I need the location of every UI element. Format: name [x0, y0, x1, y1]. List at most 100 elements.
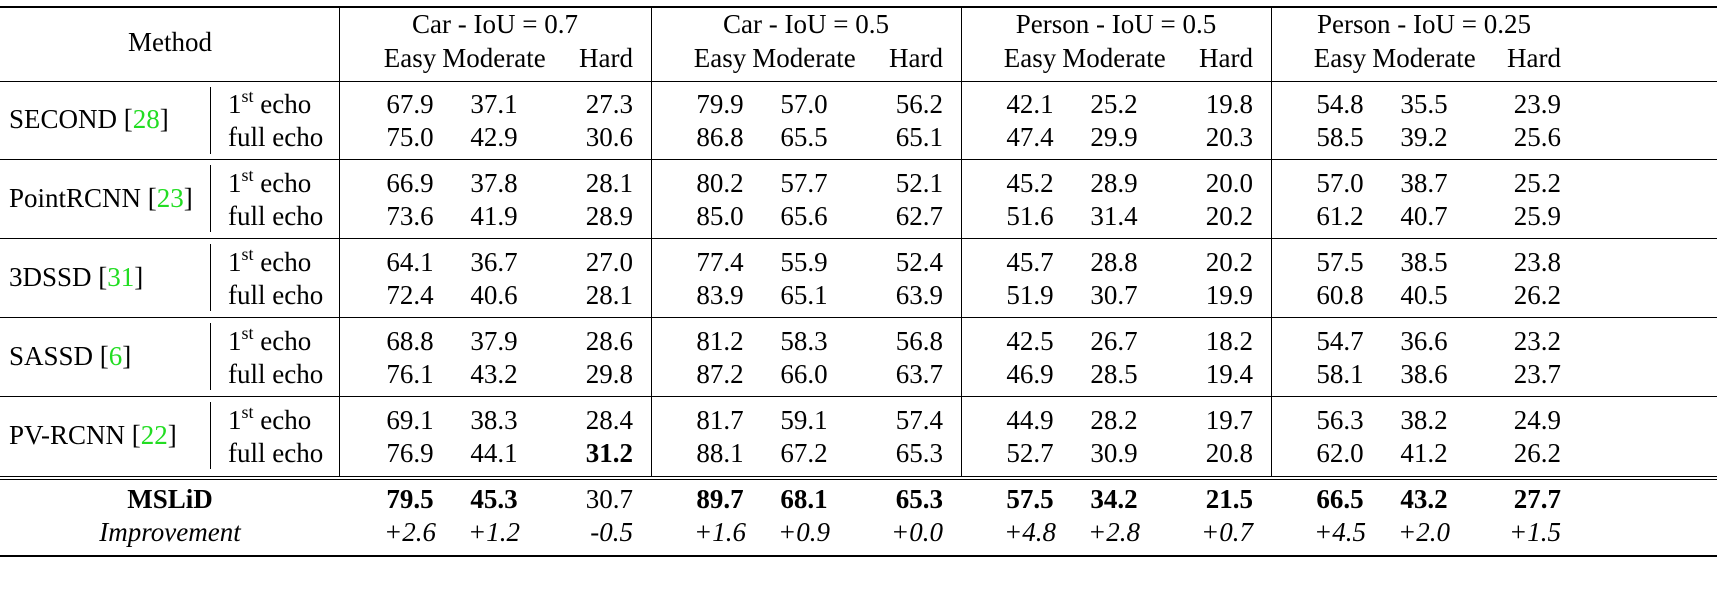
mslid-cell: 30.7: [585, 484, 633, 514]
table-cell: 72.4: [386, 280, 434, 310]
improvement-cell: +1.2: [468, 517, 520, 547]
table-cell: 26.2: [1513, 280, 1561, 310]
table-cell: 83.9: [696, 280, 744, 310]
difficulty-header: Easy: [693, 43, 747, 73]
table-cell: 76.9: [386, 438, 434, 468]
table-cell: 56.8: [895, 326, 943, 356]
table-cell: 40.5: [1400, 280, 1448, 310]
table-cell: 58.5: [1316, 122, 1364, 152]
table-cell: 58.3: [780, 326, 828, 356]
table-cell: 42.1: [1006, 89, 1054, 119]
table-cell: 55.9: [780, 247, 828, 277]
table-cell: 76.1: [386, 359, 434, 389]
group-header-person-025: Person - IoU = 0.25: [1317, 9, 1531, 39]
table-cell: 60.8: [1316, 280, 1364, 310]
difficulty-header: Moderate: [1062, 43, 1166, 73]
mslid-cell: 68.1: [780, 484, 828, 514]
citation-link[interactable]: 22: [140, 420, 168, 450]
first-echo-number: 1: [228, 405, 242, 435]
full-echo-label: full echo: [228, 438, 324, 468]
table-cell: 44.1: [470, 438, 518, 468]
echo-divider: [210, 244, 212, 311]
method-label: 3DSSD: [9, 262, 92, 292]
table-cell: 18.2: [1205, 326, 1253, 356]
method-name: PointRCNN [23]: [9, 183, 193, 213]
group-rule: [0, 396, 1717, 398]
table-cell: 52.7: [1006, 438, 1054, 468]
table-cell: 65.1: [780, 280, 828, 310]
improvement-cell: +0.9: [778, 517, 830, 547]
table-cell: 57.0: [780, 89, 828, 119]
mslid-cell: 27.7: [1513, 484, 1561, 514]
improvement-label: Improvement: [99, 517, 241, 547]
mslid-cell: 34.2: [1090, 484, 1138, 514]
group-rule: [0, 476, 1717, 478]
first-echo-label: 1st echo: [228, 324, 311, 355]
first-echo-label: 1st echo: [228, 403, 311, 435]
difficulty-header: Easy: [1003, 43, 1057, 73]
group-rule: [0, 317, 1717, 319]
table-cell: 81.2: [696, 326, 744, 356]
mslid-cell: 57.5: [1006, 484, 1054, 514]
mslid-cell: 89.7: [696, 484, 744, 514]
method-name: PV-RCNN [22]: [9, 420, 177, 450]
table-cell: 65.3: [895, 438, 943, 468]
table-cell: 75.0: [386, 122, 434, 152]
citation-link[interactable]: 6: [108, 341, 123, 371]
table-cell: 19.9: [1205, 280, 1253, 310]
table-cell: 37.1: [470, 89, 518, 119]
table-cell: 42.9: [470, 122, 518, 152]
method-label: SASSD: [9, 341, 94, 371]
table-cell: 23.8: [1513, 247, 1561, 277]
improvement-cell: +0.7: [1201, 517, 1253, 547]
difficulty-header: Hard: [1507, 43, 1561, 73]
citation-link[interactable]: 28: [132, 104, 160, 134]
full-echo-label: full echo: [228, 359, 324, 389]
table-cell: 20.2: [1205, 201, 1253, 231]
column-divider: [651, 7, 653, 476]
table-cell: 40.7: [1400, 201, 1448, 231]
echo-divider: [210, 165, 212, 232]
group-header-car-07: Car - IoU = 0.7: [412, 9, 578, 39]
column-divider: [1271, 7, 1273, 476]
improvement-cell: +1.6: [694, 517, 746, 547]
first-echo-number: 1: [228, 89, 242, 119]
table-cell: 25.2: [1513, 168, 1561, 198]
table-cell: 43.2: [470, 359, 518, 389]
table-cell: 19.7: [1205, 405, 1253, 435]
table-cell: 66.0: [780, 359, 828, 389]
echo-divider: [210, 323, 212, 390]
full-echo-label: full echo: [228, 201, 324, 231]
top-rule: [0, 6, 1717, 8]
table-cell: 23.2: [1513, 326, 1561, 356]
table-cell: 40.6: [470, 280, 518, 310]
table-cell: 79.9: [696, 89, 744, 119]
table-cell: 80.2: [696, 168, 744, 198]
group-header-car-05: Car - IoU = 0.5: [723, 9, 889, 39]
column-divider: [961, 7, 963, 476]
table-cell: 42.5: [1006, 326, 1054, 356]
table-cell: 19.8: [1205, 89, 1253, 119]
table-cell: 61.2: [1316, 201, 1364, 231]
table-cell: 28.9: [1090, 168, 1138, 198]
table-cell: 30.9: [1090, 438, 1138, 468]
method-label: PV-RCNN: [9, 420, 126, 450]
table-cell: 69.1: [386, 405, 434, 435]
table-cell: 28.1: [585, 280, 633, 310]
method-name: 3DSSD [31]: [9, 262, 144, 292]
table-cell: 88.1: [696, 438, 744, 468]
full-echo-label: full echo: [228, 280, 324, 310]
header-rule: [0, 81, 1717, 83]
citation-link[interactable]: 23: [156, 183, 184, 213]
table-cell: 27.0: [585, 247, 633, 277]
table-cell: 39.2: [1400, 122, 1448, 152]
improvement-cell: +4.5: [1314, 517, 1366, 547]
table-cell: 41.9: [470, 201, 518, 231]
table-cell: 62.7: [895, 201, 943, 231]
mslid-cell: 66.5: [1316, 484, 1364, 514]
first-echo-label: 1st echo: [228, 166, 311, 197]
method-header: Method: [128, 27, 212, 57]
table-cell: 25.9: [1513, 201, 1561, 231]
citation-link[interactable]: 31: [107, 262, 135, 292]
difficulty-header: Moderate: [752, 43, 856, 73]
